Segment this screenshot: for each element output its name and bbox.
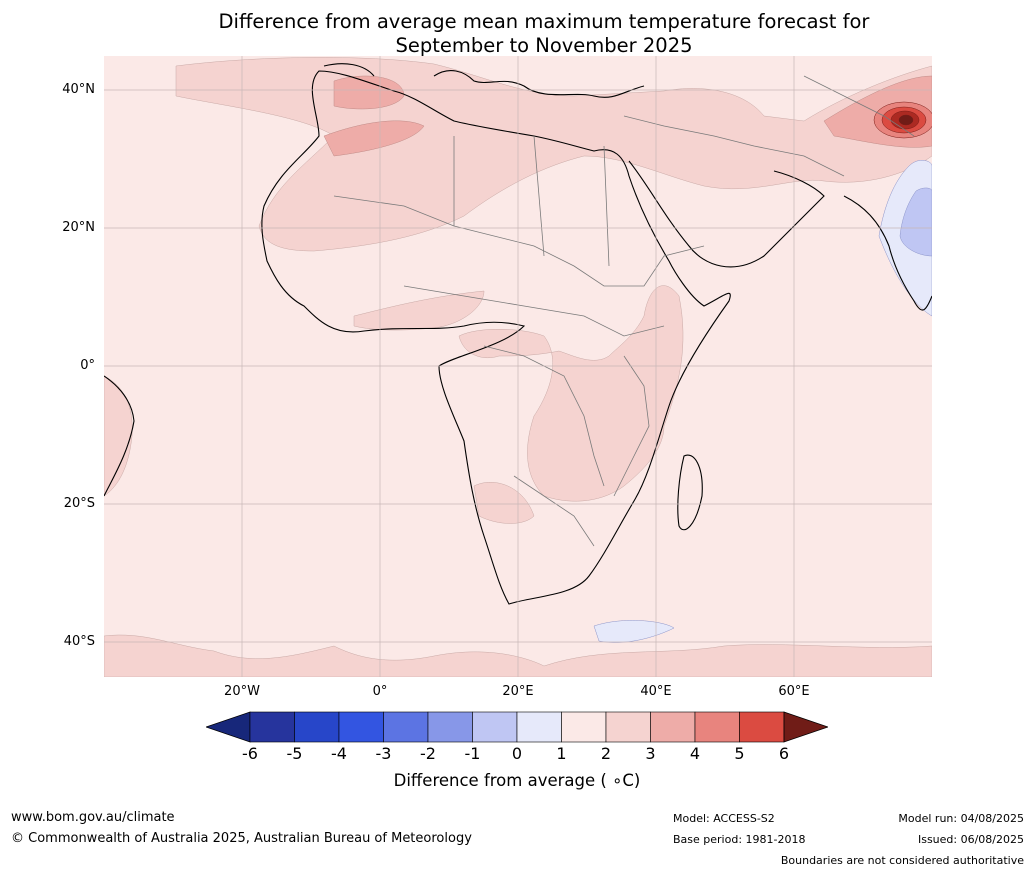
border-asia: [803, 75, 915, 137]
colorbar-tick-label: -1: [464, 744, 481, 763]
colorbar-tick-label: 6: [778, 744, 790, 763]
colorbar-segment: [694, 711, 740, 743]
footer-issued: Issued: 06/08/2025: [917, 833, 1024, 846]
border-congo: [483, 345, 605, 487]
colorbar-segment: [249, 711, 295, 743]
coast-india: [843, 195, 932, 311]
coast-europe: [323, 63, 645, 98]
footer-model-run: Model run: 04/08/2025: [898, 812, 1024, 825]
colorbar-tick-label: 3: [645, 744, 656, 763]
colorbar-under-arrow: [206, 711, 251, 743]
colorbar-tick-label: 2: [600, 744, 612, 763]
border-mideast: [623, 115, 845, 177]
colorbar-segment: [383, 711, 429, 743]
colorbar-tick-label: -3: [375, 744, 392, 763]
colorbar: [206, 711, 828, 743]
title-line-2: September to November 2025: [395, 34, 693, 57]
colorbar-over-arrow: [783, 711, 828, 743]
graticule: [104, 56, 932, 677]
footer-disclaimer: Boundaries are not considered authoritat…: [780, 854, 1024, 867]
anomaly-south-atlantic-cool: [593, 620, 675, 643]
country-borders: [333, 75, 915, 547]
colorbar-segment: [605, 711, 651, 743]
colorbar-segment: [338, 711, 384, 743]
anomaly-hotspot: [873, 101, 932, 139]
anomaly-west-africa: [353, 290, 485, 331]
hotspot-core: [898, 114, 914, 126]
colorbar-tick-label: 4: [689, 744, 701, 763]
colorbar-tick-label: -2: [420, 744, 436, 763]
border-south: [513, 475, 595, 547]
footer-copyright: © Commonwealth of Australia 2025, Austra…: [11, 831, 472, 846]
colorbar-tick-label: -5: [286, 744, 303, 763]
map-title: Difference from average mean maximum tem…: [104, 10, 984, 58]
colorbar-tick-label: -6: [242, 744, 258, 763]
colorbar-tick-label: 1: [556, 744, 567, 763]
colorbar-segment: [739, 711, 785, 743]
anomaly-morocco: [333, 75, 405, 110]
coast-madagascar: [677, 454, 703, 531]
colorbar-segment: [472, 711, 518, 743]
anomaly-south-west: [104, 375, 133, 497]
footer-base-period: Base period: 1981-2018: [673, 833, 806, 846]
colorbar-segment: [650, 711, 696, 743]
anomaly-negative-areas: [593, 160, 932, 643]
forecast-map: [104, 56, 932, 677]
coast-south-america: [104, 375, 135, 497]
colorbar-tick-label: 5: [734, 744, 745, 763]
border-libya: [453, 135, 610, 267]
colorbar-segment: [294, 711, 340, 743]
footer-model: Model: ACCESS-S2: [673, 812, 775, 825]
colorbar-label: Difference from average ( ∘C): [393, 771, 641, 790]
anomaly-south-ocean: [104, 634, 932, 677]
border-east: [613, 355, 650, 497]
colorbar-segment: [427, 711, 473, 743]
lon-label-20w: 20°W: [224, 684, 260, 699]
lat-label-equator: 0°: [80, 358, 95, 373]
lon-label-40e: 40°E: [640, 684, 672, 699]
coastlines: [104, 63, 932, 605]
footer-website: www.bom.gov.au/climate: [11, 810, 175, 825]
colorbar-segments: [249, 711, 785, 743]
lat-label-20s: 20°S: [63, 496, 95, 511]
colorbar-tick-label: 0: [511, 744, 523, 763]
anomaly-algeria: [323, 120, 425, 157]
lat-label-40n: 40°N: [62, 82, 95, 97]
border-central: [403, 285, 665, 337]
border-sahara: [333, 195, 705, 287]
title-line-1: Difference from average mean maximum tem…: [218, 10, 870, 33]
lon-label-0: 0°: [372, 684, 388, 699]
coast-africa: [261, 70, 731, 605]
colorbar-segment: [561, 711, 607, 743]
anomaly-india-inner: [899, 187, 932, 257]
anomaly-south-africa: [473, 482, 535, 524]
lat-label-40s: 40°S: [63, 634, 95, 649]
anomaly-central-africa: [458, 285, 684, 502]
lon-label-60e: 60°E: [778, 684, 810, 699]
coast-arabia: [628, 160, 825, 268]
lon-label-20e: 20°E: [502, 684, 534, 699]
lat-label-20n: 20°N: [62, 220, 95, 235]
colorbar-segment: [516, 711, 562, 743]
colorbar-tick-label: -4: [331, 744, 347, 763]
